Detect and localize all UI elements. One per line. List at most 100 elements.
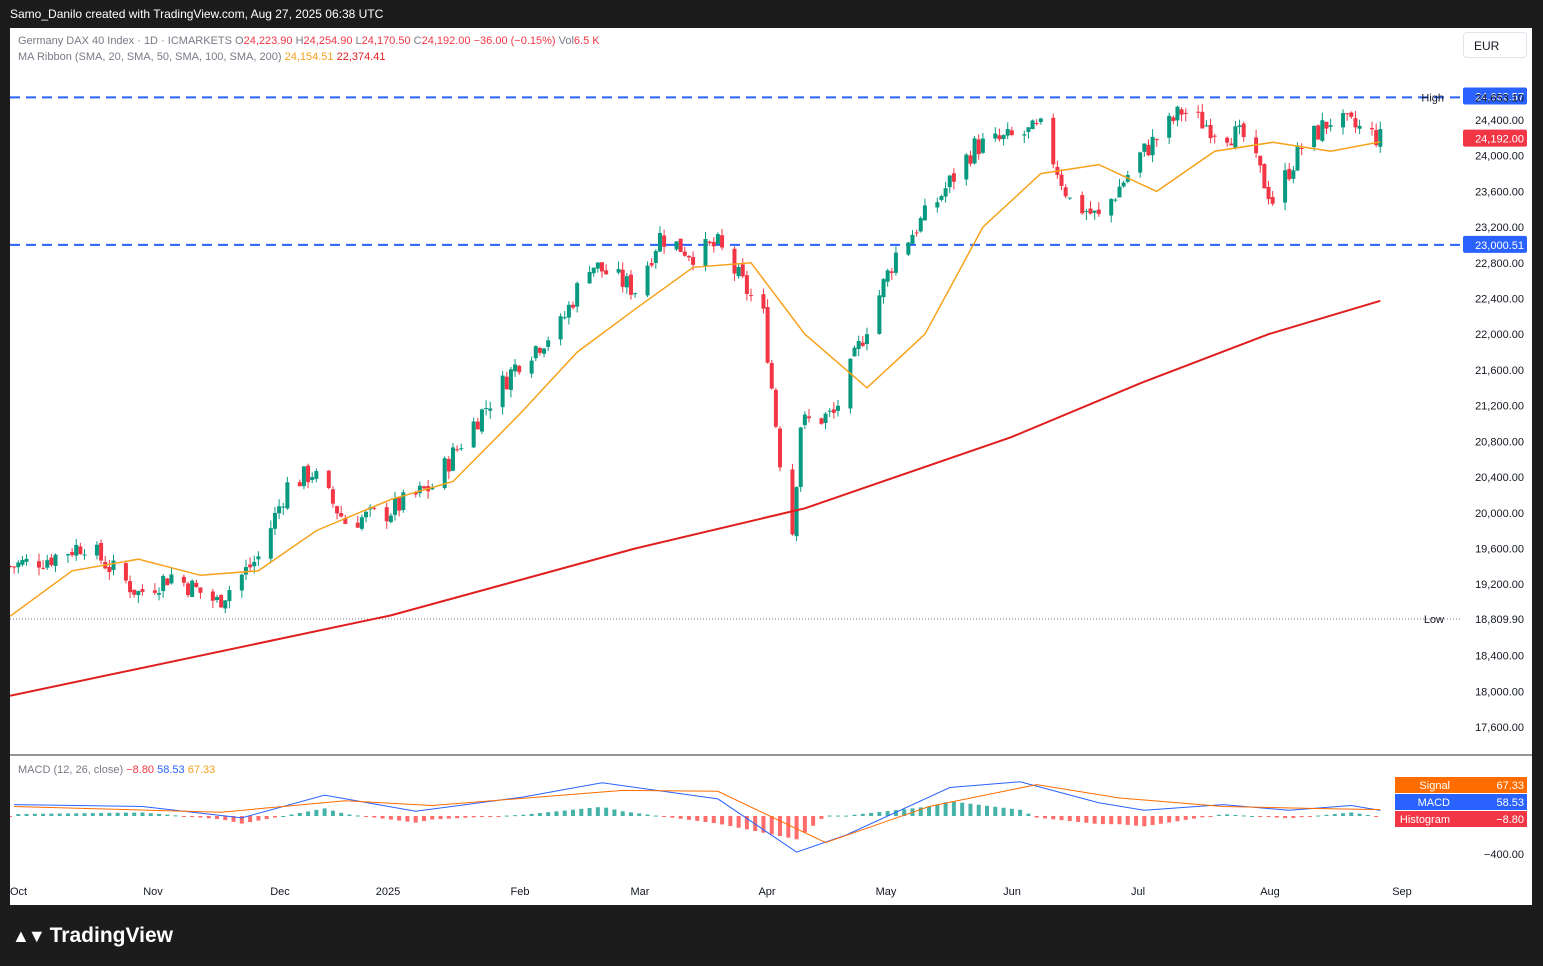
candle-body [682,251,687,256]
macd-histogram-bar [504,815,509,817]
macd-tag-label: MACD [1418,797,1450,809]
candle-body [1225,137,1230,143]
macd-histogram-bar [322,808,327,816]
low-value: 24,170.50 [361,35,411,47]
candle-body [397,497,402,511]
macd-histogram-bar [662,816,667,817]
macd-histogram-bar [521,814,526,816]
low-level-label: Low [1424,614,1444,626]
candle-body [45,560,50,568]
candle-body [1150,136,1155,156]
candle-body [53,554,58,566]
macd-histogram-bar [90,813,95,816]
candle-body [239,574,244,591]
candle-body [778,428,783,468]
candle-body [16,562,21,568]
candle-body [1357,125,1362,129]
candle-body [914,232,919,234]
candle-body [223,600,228,609]
candle-body [49,557,54,566]
candle-body [1345,113,1350,115]
macd-histogram-bar [1076,816,1081,822]
candle-body [575,283,580,307]
macd-histogram-bar [968,803,973,816]
candle-body [620,269,625,287]
macd-histogram-bar [918,807,923,816]
macd-histogram-bar [239,816,244,824]
macd-histogram-bar [645,814,650,816]
candle-body [165,578,170,586]
candle-body [993,133,998,139]
candle-body [645,265,650,296]
time-axis: Oct Nov Dec 2025 Feb Mar Apr May Jun Jul Aug Sep [10,886,1412,898]
macd-histogram-bar [1291,816,1296,818]
candle-body [508,369,513,390]
candle-body [1270,197,1275,204]
price-tick-label: 21,200.00 [1475,401,1524,413]
macd-histogram-bar [1241,815,1246,817]
macd-histogram-bar [446,816,451,819]
candle-body [761,294,766,309]
candle-body [736,266,741,277]
macd-histogram-bar [281,816,286,817]
signal-tag [1395,777,1527,793]
macd-histogram-bar [479,816,484,817]
macd-histogram-bar [306,811,311,816]
candle-body [421,486,426,489]
candle-body [198,587,203,593]
macd-histogram-bar [107,812,112,816]
candle-body [1030,120,1035,130]
currency-button[interactable]: EUR [1463,32,1527,58]
ma-ribbon-legend[interactable]: MA Ribbon (SMA, 20, SMA, 50, SMA, 100, S… [18,51,386,63]
candle-body [186,583,191,596]
change-value: −36.00 (−0.15%) [473,35,556,47]
macd-histogram-bar [612,809,617,816]
macd-histogram-bar [214,816,219,819]
candle-body [1241,123,1246,138]
candle-body [881,279,886,298]
macd-histogram-bar [935,804,940,816]
candle-body [1324,121,1329,129]
candle-body [806,416,811,419]
macd-histogram-bar [297,812,302,816]
candle-body [939,196,944,200]
macd-histogram-bar [1042,816,1047,819]
macd-histogram-bar [1059,816,1064,821]
candle-body [1291,170,1296,179]
candle-body [600,262,605,272]
macd-legend[interactable]: MACD (12, 26, close) −8.80 58.53 67.33 [18,764,215,776]
ma200-value: 22,374.41 [336,51,386,63]
price-chart[interactable]: 24,400.00 24,000.00 23,600.00 23,200.00 22,8… [10,28,1532,905]
candle-body [1171,117,1176,121]
candle-body [285,482,290,509]
macd-histogram-bar [993,806,998,816]
candle-body [678,238,683,252]
macd-histogram-bar [496,816,501,817]
macd-histogram-bar [819,816,824,819]
candle-body [1154,139,1159,141]
macd-histogram-bar [1092,816,1097,824]
candle-body [190,580,195,598]
low-level-value: 18,809.90 [1475,614,1524,626]
candle-body [243,567,248,575]
candle-body [827,410,832,412]
macd-histogram-bar [1183,816,1188,820]
macd-histogram-bar [786,816,791,838]
candle-body [1212,135,1217,137]
candle-body [1295,145,1300,171]
macd-histogram-bar [57,813,62,816]
ma-ribbon-title: MA Ribbon (SMA, 20, SMA, 50, SMA, 100, S… [18,51,282,63]
tradingview-logo[interactable]: ▲▼ TradingView [12,924,173,948]
candle-body [99,542,104,561]
candle-body [1022,134,1027,136]
macd-histogram-bar [1158,816,1163,824]
symbol-legend[interactable]: Germany DAX 40 Index · 1D · ICMARKETS O2… [18,35,600,47]
candle-body [268,528,273,559]
macd-histogram-bar [397,816,402,821]
macd-histogram-bar [1225,814,1230,816]
macd-histogram-bar [571,809,576,816]
macd-histogram-bar [1200,816,1205,818]
candle-body [281,506,286,508]
attribution-text: Samo_Danilo created with TradingView.com… [10,7,384,21]
ma20-line [10,141,1381,617]
